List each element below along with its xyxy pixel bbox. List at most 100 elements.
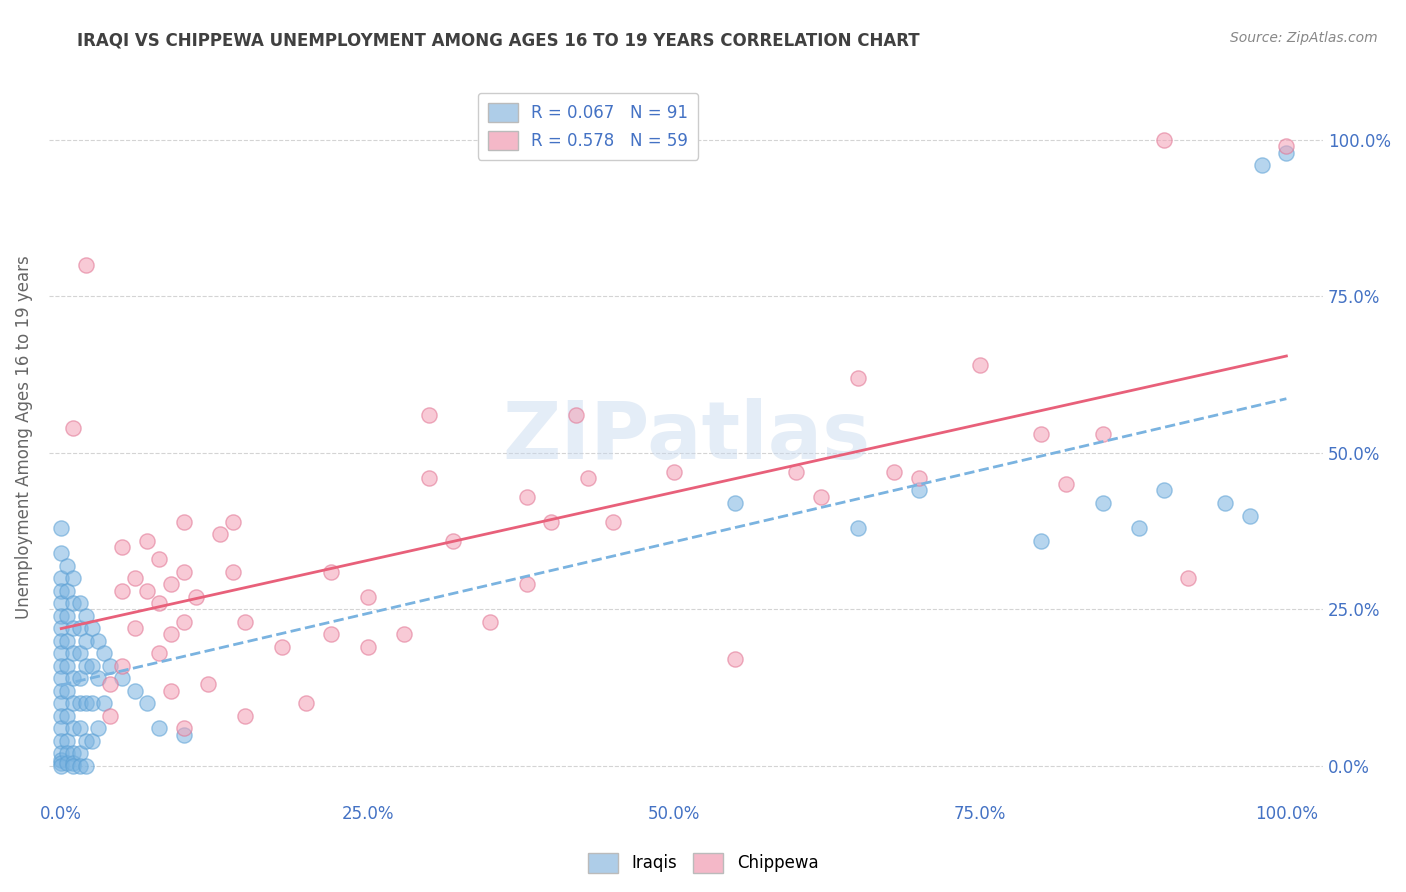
Point [576,471,599,485]
Point [51,696,73,710]
Point [356,590,378,604]
Text: Source: ZipAtlas.com: Source: ZipAtlas.com [1230,31,1378,45]
Point [148,552,170,566]
Point [87,721,110,735]
Point [1153,133,1175,147]
Point [1128,521,1150,535]
Point [69,621,91,635]
Point [908,471,931,485]
Point [124,621,146,635]
Point [418,409,440,423]
Point [846,521,869,535]
Point [51,621,73,635]
Point [173,721,195,735]
Point [62,747,84,761]
Point [56,683,79,698]
Point [111,671,134,685]
Point [75,633,97,648]
Point [148,646,170,660]
Point [295,696,318,710]
Point [69,646,91,660]
Point [111,658,134,673]
Point [209,527,232,541]
Point [69,671,91,685]
Point [98,708,121,723]
Point [51,721,73,735]
Point [56,608,79,623]
Point [233,615,256,629]
Point [160,577,183,591]
Point [51,596,73,610]
Point [1153,483,1175,498]
Point [51,734,73,748]
Point [51,521,73,535]
Point [148,721,170,735]
Point [810,490,832,504]
Point [69,759,91,773]
Point [62,421,84,435]
Point [111,540,134,554]
Point [785,465,807,479]
Text: ZIPatlas: ZIPatlas [502,399,870,476]
Point [56,734,79,748]
Point [479,615,502,629]
Point [148,596,170,610]
Point [969,359,991,373]
Point [1250,158,1272,172]
Point [1091,427,1114,442]
Point [51,753,73,767]
Point [516,490,538,504]
Point [51,608,73,623]
Point [883,465,905,479]
Point [1054,477,1077,491]
Point [136,533,159,548]
Point [136,583,159,598]
Point [51,633,73,648]
Point [184,590,207,604]
Point [516,577,538,591]
Point [56,583,79,598]
Point [51,683,73,698]
Point [75,258,97,272]
Point [1275,139,1298,153]
Point [98,677,121,691]
Point [270,640,292,654]
Point [136,696,159,710]
Point [565,409,588,423]
Point [62,696,84,710]
Point [75,608,97,623]
Point [80,734,103,748]
Point [173,515,195,529]
Point [75,696,97,710]
Point [173,615,195,629]
Point [51,546,73,560]
Point [75,734,97,748]
Point [1031,533,1053,548]
Point [51,756,73,770]
Point [1177,571,1199,585]
Point [724,652,747,666]
Point [418,471,440,485]
Point [662,465,685,479]
Point [233,708,256,723]
Point [75,658,97,673]
Point [51,708,73,723]
Point [93,646,115,660]
Point [197,677,219,691]
Point [80,696,103,710]
Point [908,483,931,498]
Point [222,515,245,529]
Text: IRAQI VS CHIPPEWA UNEMPLOYMENT AMONG AGES 16 TO 19 YEARS CORRELATION CHART: IRAQI VS CHIPPEWA UNEMPLOYMENT AMONG AGE… [77,31,920,49]
Point [319,627,342,641]
Point [1275,145,1298,160]
Point [540,515,562,529]
Point [93,696,115,710]
Point [62,646,84,660]
Point [62,759,84,773]
Point [51,583,73,598]
Point [56,558,79,573]
Point [56,756,79,770]
Point [80,658,103,673]
Point [80,621,103,635]
Point [62,671,84,685]
